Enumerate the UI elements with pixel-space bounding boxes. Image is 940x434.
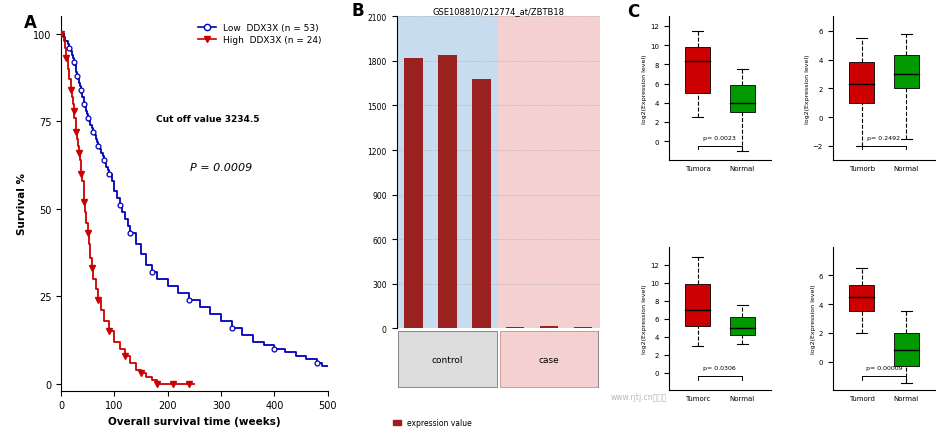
Bar (472, 79, 491, 329)
Text: Cut off value 3234.5: Cut off value 3234.5 (156, 115, 259, 124)
Text: B: B (352, 2, 365, 20)
Bar (500, 332, 598, 388)
Bar (729, 317, 755, 335)
Bar (729, 86, 755, 113)
Legend: expression value: expression value (390, 415, 475, 431)
Bar (438, 56, 457, 329)
Y-axis label: Survival %: Survival % (18, 173, 27, 235)
Bar (498, 17, 600, 329)
Y-axis label: log2(Expression level): log2(Expression level) (642, 54, 647, 124)
Text: A: A (24, 13, 37, 32)
Bar (685, 285, 710, 326)
Title: GSE108810/212774_at/ZBTB18: GSE108810/212774_at/ZBTB18 (432, 8, 564, 16)
Text: control: control (431, 355, 463, 364)
Text: www.rjtj.cn软存网: www.rjtj.cn软存网 (611, 392, 667, 401)
Bar (894, 333, 918, 366)
Y-axis label: log2(Expression level): log2(Expression level) (805, 54, 810, 124)
Text: p= 0.0023: p= 0.0023 (703, 136, 736, 141)
Bar (506, 327, 525, 329)
Text: C: C (628, 3, 640, 21)
Text: p= 0.2492: p= 0.2492 (868, 136, 901, 141)
Bar (849, 63, 874, 103)
Y-axis label: log2(Expression level): log2(Expression level) (642, 284, 647, 354)
Bar (573, 327, 592, 329)
X-axis label: Overall survival time (weeks): Overall survival time (weeks) (108, 416, 281, 426)
Bar (540, 327, 558, 329)
Bar (397, 17, 498, 329)
Text: p= 0.0306: p= 0.0306 (703, 365, 736, 371)
Bar (894, 56, 918, 89)
Legend: Low  DDX3X (n = 53), High  DDX3X (n = 24): Low DDX3X (n = 53), High DDX3X (n = 24) (196, 22, 323, 47)
Bar (404, 59, 423, 329)
Bar (399, 332, 496, 388)
Bar (849, 286, 874, 312)
Text: P = 0.0009: P = 0.0009 (190, 162, 252, 172)
Text: p= 0.00009: p= 0.00009 (866, 365, 902, 371)
Y-axis label: log2(Expression level): log2(Expression level) (810, 284, 816, 354)
Text: case: case (539, 355, 559, 364)
Bar (685, 48, 710, 94)
